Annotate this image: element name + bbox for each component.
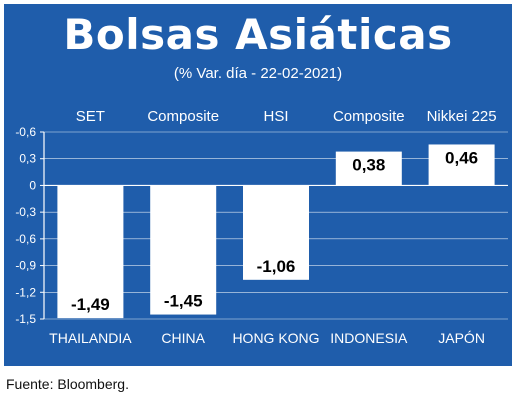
source-note: Fuente: Bloomberg. [6, 376, 129, 392]
y-tick-label: 0 [29, 178, 36, 192]
bar [243, 185, 309, 280]
index-name-label: HSI [263, 108, 288, 125]
bar-value-label: 0,46 [445, 148, 478, 167]
category-label: CHINA [161, 330, 205, 346]
bar [335, 151, 402, 186]
index-name-label: Composite [147, 108, 219, 125]
y-tick-label: -1,2 [15, 285, 36, 299]
bar [428, 144, 495, 186]
category-label: THAILANDIA [49, 330, 132, 346]
y-tick-label: -0,6 [15, 232, 36, 246]
category-label: INDONESIA [330, 330, 408, 346]
bar-chart: -0,6 0,3 0 -0,3 -0,6 -0,9 -1,2 -1,5 -1,49 SET THAI… [15, 108, 508, 346]
category-label: HONG KONG [232, 330, 319, 346]
y-tick-label: 0,3 [19, 152, 36, 166]
index-name-label: Nikkei 225 [427, 108, 497, 125]
bar-value-label: -1,06 [257, 257, 296, 276]
chart-title: Bolsas Asiáticas [63, 10, 453, 59]
bar-value-label: 0,38 [352, 156, 385, 175]
bar-value-label: -1,49 [71, 295, 110, 314]
bar [57, 185, 124, 319]
index-name-label: Composite [333, 108, 405, 125]
category-label: JAPÓN [438, 330, 485, 346]
chart-panel: Bolsas Asiáticas (% Var. día - 22-02-202… [4, 4, 512, 366]
y-tick-label: -1,5 [15, 312, 36, 326]
bar [150, 185, 217, 315]
bar-value-label: -1,45 [164, 292, 203, 311]
y-tick-label: -0,9 [15, 259, 36, 273]
y-tick-label: -0,3 [15, 205, 36, 219]
chart-subtitle: (% Var. día - 22-02-2021) [173, 65, 343, 82]
y-tick-label: -0,6 [15, 125, 36, 139]
index-name-label: SET [76, 108, 105, 125]
